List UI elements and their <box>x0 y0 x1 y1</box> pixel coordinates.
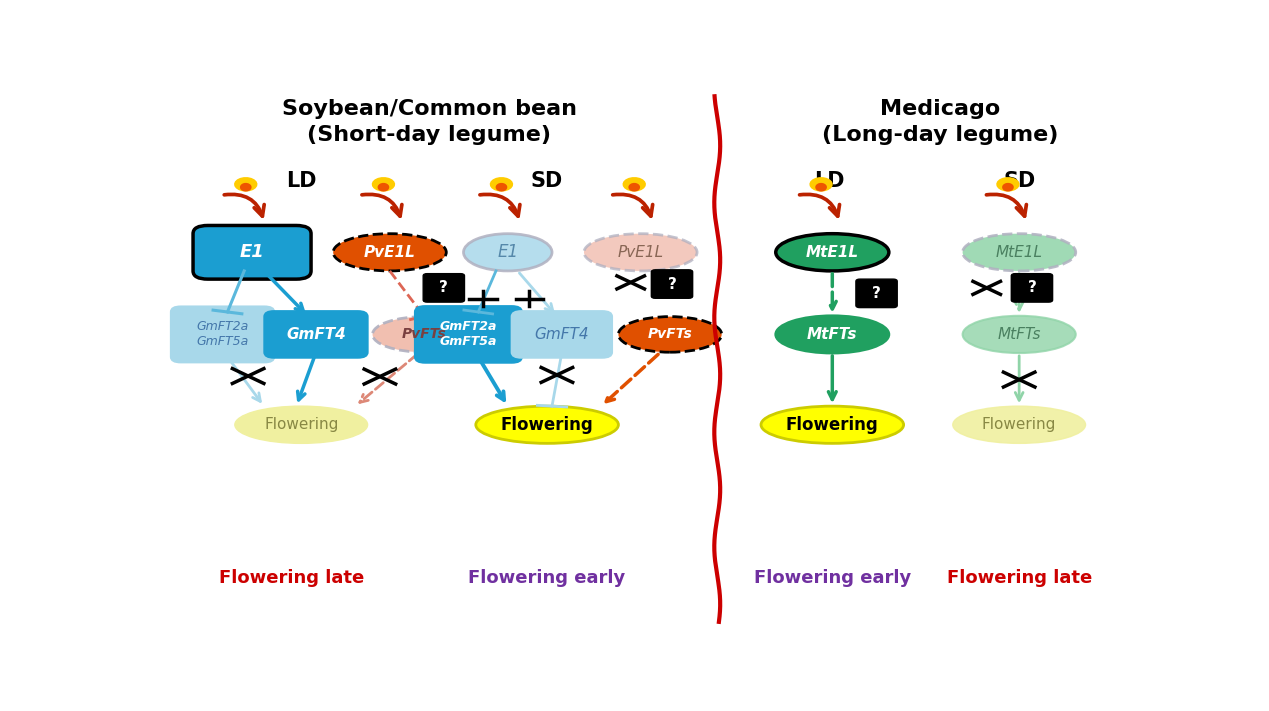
FancyBboxPatch shape <box>423 274 464 302</box>
Text: LD: LD <box>815 171 845 191</box>
Ellipse shape <box>775 234 888 271</box>
Text: GmFT4: GmFT4 <box>534 327 589 342</box>
Ellipse shape <box>373 316 476 352</box>
Ellipse shape <box>463 234 552 271</box>
Text: Flowering early: Flowering early <box>754 569 911 587</box>
Text: GmFT2a
GmFT5a: GmFT2a GmFT5a <box>197 321 249 348</box>
Ellipse shape <box>334 234 447 271</box>
Text: Flowering: Flowering <box>501 416 594 434</box>
Text: PvFTs: PvFTs <box>647 328 693 341</box>
FancyBboxPatch shape <box>193 225 311 279</box>
Text: ?: ? <box>1028 280 1037 295</box>
Polygon shape <box>810 177 832 191</box>
Text: MtFTs: MtFTs <box>807 327 858 342</box>
Ellipse shape <box>953 406 1085 444</box>
Text: GmFT4: GmFT4 <box>286 327 346 342</box>
Ellipse shape <box>235 406 368 444</box>
Text: SD: SD <box>530 171 563 191</box>
Text: Flowering late: Flowering late <box>947 569 1091 587</box>
Text: Soybean/Common bean
(Short-day legume): Soybean/Common bean (Short-day legume) <box>282 99 576 144</box>
FancyBboxPatch shape <box>511 311 612 358</box>
Polygon shape <box>490 177 513 191</box>
FancyBboxPatch shape <box>415 306 522 363</box>
Text: Flowering: Flowering <box>264 417 339 432</box>
Ellipse shape <box>963 234 1076 271</box>
Text: SD: SD <box>1003 171 1036 191</box>
Polygon shape <box>1003 183 1014 191</box>
Text: PvFTs: PvFTs <box>402 328 447 341</box>
Ellipse shape <box>476 406 618 444</box>
Polygon shape <box>496 183 508 191</box>
Text: LD: LD <box>286 171 316 191</box>
FancyBboxPatch shape <box>1011 274 1052 302</box>
Text: ?: ? <box>667 277 676 292</box>
Text: PvE1L: PvE1L <box>618 245 664 260</box>
Polygon shape <box>628 183 640 191</box>
Polygon shape <box>815 183 827 191</box>
Polygon shape <box>378 183 390 191</box>
Polygon shape <box>372 177 395 191</box>
Text: MtFTs: MtFTs <box>997 327 1041 342</box>
Ellipse shape <box>775 316 888 353</box>
Text: ?: ? <box>439 280 448 295</box>
Text: PvE1L: PvE1L <box>364 245 416 260</box>
FancyBboxPatch shape <box>651 269 693 299</box>
Text: MtE1L: MtE1L <box>996 245 1043 260</box>
Polygon shape <box>240 183 251 191</box>
Ellipse shape <box>618 316 722 352</box>
Text: Flowering early: Flowering early <box>468 569 626 587</box>
FancyBboxPatch shape <box>264 311 368 358</box>
Ellipse shape <box>963 316 1076 353</box>
Text: Medicago
(Long-day legume): Medicago (Long-day legume) <box>822 99 1058 144</box>
Text: GmFT2a
GmFT5a: GmFT2a GmFT5a <box>440 321 497 348</box>
Polygon shape <box>996 177 1020 191</box>
Polygon shape <box>623 177 646 191</box>
Polygon shape <box>233 177 258 191</box>
Text: E1: E1 <box>497 243 518 262</box>
FancyBboxPatch shape <box>855 279 897 308</box>
Text: E1: E1 <box>240 243 264 262</box>
Ellipse shape <box>761 406 904 444</box>
Text: ?: ? <box>872 286 881 301</box>
Text: MtE1L: MtE1L <box>806 245 859 260</box>
Text: Flowering late: Flowering late <box>218 569 364 587</box>
FancyBboxPatch shape <box>171 306 274 363</box>
Text: Flowering: Flowering <box>786 416 878 434</box>
Ellipse shape <box>584 234 697 271</box>
Text: Flowering: Flowering <box>982 417 1056 432</box>
